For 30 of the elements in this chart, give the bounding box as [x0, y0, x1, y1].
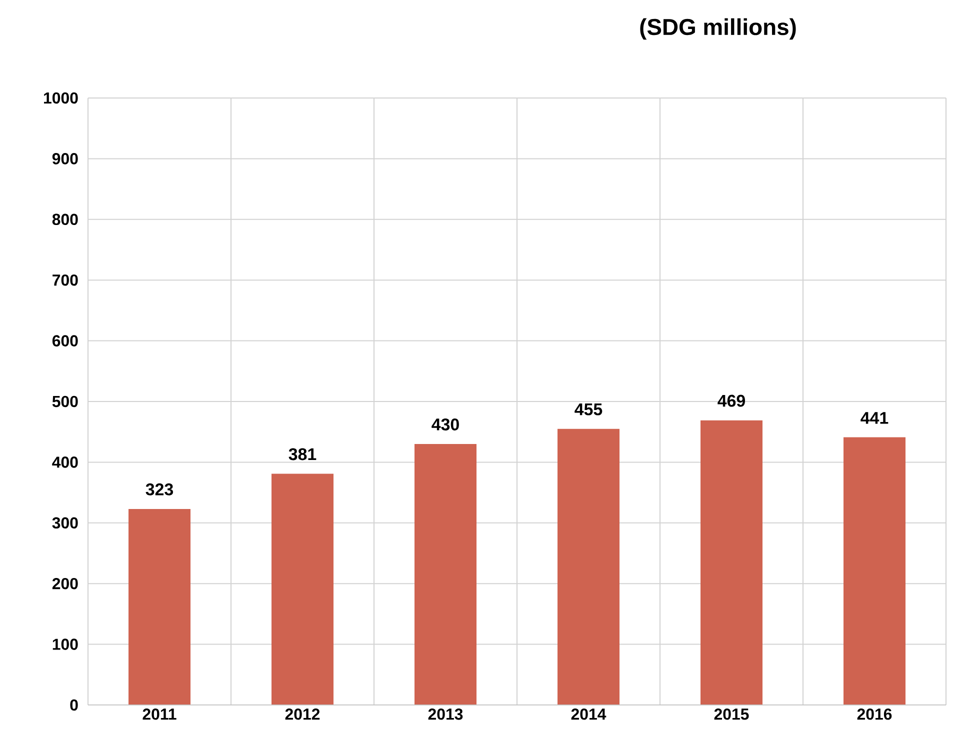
y-tick-label: 1000: [44, 92, 78, 104]
bar: [700, 420, 763, 705]
bar: [128, 508, 190, 705]
y-tick-label: 300: [52, 517, 78, 529]
x-tick-label: 2011: [142, 708, 176, 720]
x-tick-label: 2016: [857, 708, 892, 720]
chart-title: (SDG millions): [640, 18, 796, 40]
data-label: 381: [288, 448, 316, 460]
x-tick-label: 2015: [714, 708, 749, 720]
y-tick-label: 200: [52, 578, 78, 590]
bar: [414, 444, 476, 705]
y-tick-label: 500: [52, 396, 78, 408]
data-label: 455: [574, 403, 602, 416]
data-label: 441: [860, 412, 888, 424]
y-tick-label: 600: [52, 335, 78, 346]
bar: [558, 428, 620, 705]
y-tick-label: 800: [52, 214, 78, 226]
data-label: 430: [432, 418, 459, 430]
y-tick-label: 100: [52, 638, 78, 650]
x-tick-label: 2012: [285, 708, 320, 720]
bar: [844, 437, 906, 705]
data-label: 323: [146, 483, 174, 496]
x-tick-label: 2013: [428, 708, 463, 720]
y-tick-label: 400: [52, 456, 78, 468]
data-label: 469: [718, 394, 746, 407]
y-tick-label: 700: [52, 274, 78, 286]
y-tick-label: 0: [70, 699, 78, 711]
y-tick-label: 900: [52, 153, 78, 164]
bar: [272, 474, 334, 705]
x-tick-label: 2014: [571, 708, 606, 720]
